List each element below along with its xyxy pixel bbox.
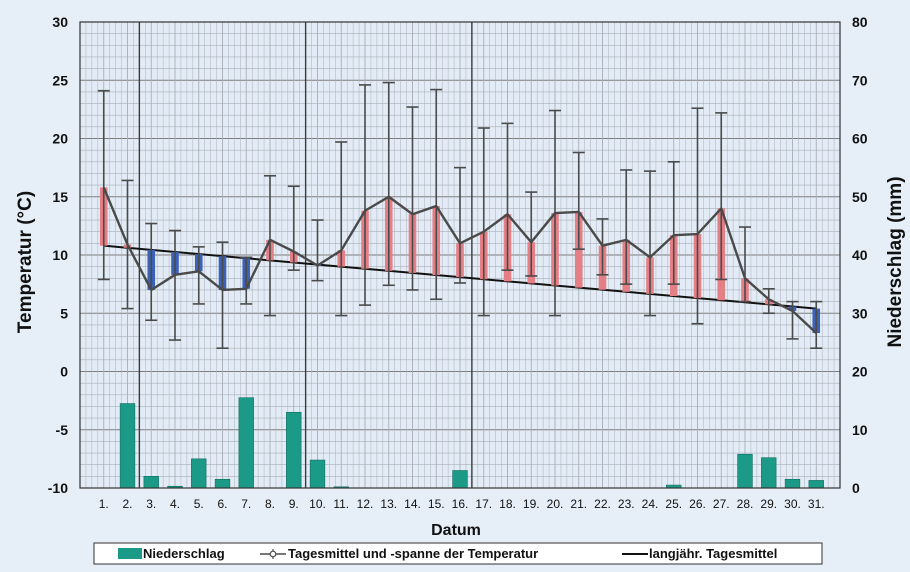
y-right-tick-label: 80: [852, 14, 868, 30]
precip-bar: [737, 453, 753, 489]
precipitation-bars: [119, 397, 824, 489]
x-tick-label: 7.: [241, 497, 251, 511]
x-tick-label: 10.: [309, 497, 326, 511]
y-right-tick-label: 0: [852, 480, 860, 496]
x-tick-label: 23.: [618, 497, 635, 511]
y-left-tick-label: -10: [48, 480, 68, 496]
y-left-tick-label: 5: [60, 305, 68, 321]
precip-bar: [286, 411, 302, 489]
x-tick-label: 3.: [146, 497, 156, 511]
x-tick-label: 28.: [737, 497, 754, 511]
x-axis-label: Datum: [431, 522, 481, 539]
x-tick-label: 31.: [808, 497, 825, 511]
y-left-tick-label: -5: [56, 422, 69, 438]
week-dividers: [138, 22, 473, 488]
y-left-tick-label: 0: [60, 364, 68, 380]
y-right-tick-label: 10: [852, 422, 868, 438]
precip-bar: [214, 478, 231, 489]
x-tick-label: 26.: [689, 497, 706, 511]
y-axis-left-label: Temperatur (°C): [15, 191, 36, 333]
x-tick-label: 20.: [547, 497, 564, 511]
legend-precip-label: Niederschlag: [143, 546, 225, 561]
legend-temp-marker-icon: [269, 550, 277, 558]
x-tick-label: 30.: [784, 497, 801, 511]
precip-bar: [761, 457, 777, 489]
y-right-tick-label: 30: [852, 305, 868, 321]
y-right-tick-label: 70: [852, 72, 868, 88]
daily-mean-line: [102, 186, 818, 334]
precip-bar: [309, 459, 326, 489]
y-right-tick-label: 40: [852, 247, 868, 263]
x-tick-label: 1.: [99, 497, 109, 511]
x-tick-label: 2.: [122, 497, 132, 511]
y-left-tick-label: 20: [52, 131, 68, 147]
x-tick-label: 25.: [665, 497, 682, 511]
precip-bar: [119, 403, 136, 489]
y-left-tick-label: 30: [52, 14, 68, 30]
x-tick-label: 24.: [642, 497, 659, 511]
legend: Niederschlag Tagesmittel und -spanne der…: [93, 542, 823, 565]
precip-bar: [191, 458, 207, 489]
x-tick-label: 29.: [760, 497, 777, 511]
x-tick-label: 19.: [523, 497, 540, 511]
x-tick-label: 11.: [333, 497, 349, 511]
y-left-tick-label: 15: [52, 189, 68, 205]
plot-frame: [79, 21, 841, 489]
precip-bar: [143, 476, 159, 489]
y-right-tick-label: 20: [852, 364, 868, 380]
x-tick-label: 12.: [357, 497, 374, 511]
y-right-tick-label: 60: [852, 131, 868, 147]
x-tick-label: 15.: [428, 497, 445, 511]
x-tick-label: 14.: [404, 497, 421, 511]
x-tick-label: 13.: [380, 497, 397, 511]
x-tick-label: 16.: [452, 497, 469, 511]
precip-bar: [784, 478, 801, 489]
legend-longterm-label: langjähr. Tagesmittel: [649, 546, 777, 561]
x-tick-label: 21.: [570, 497, 587, 511]
x-tick-label: 22.: [594, 497, 611, 511]
y-left-tick-label: 10: [52, 247, 68, 263]
temperature-error-bars: [97, 81, 823, 350]
y-left-tick-label: 25: [52, 72, 68, 88]
precip-bar: [452, 470, 468, 489]
x-tick-label: 18.: [499, 497, 516, 511]
y-axis-right-label: Niederschlag (mm): [885, 176, 906, 347]
daily-mean-line-group: [102, 186, 818, 334]
plot-border: [79, 21, 841, 489]
x-tick-label: 27.: [713, 497, 730, 511]
precip-bar: [238, 397, 254, 489]
legend-frame: [93, 542, 823, 565]
legend-temp-label: Tagesmittel und -spanne der Temperatur: [288, 546, 538, 561]
legend-precip-swatch: [118, 548, 142, 559]
x-tick-label: 4.: [170, 497, 180, 511]
precip-bar: [808, 480, 824, 489]
x-tick-label: 6.: [217, 497, 227, 511]
x-tick-label: 9.: [289, 497, 299, 511]
x-tick-label: 8.: [265, 497, 275, 511]
y-right-tick-label: 50: [852, 189, 868, 205]
x-tick-label: 17.: [475, 497, 492, 511]
x-tick-label: 5.: [194, 497, 204, 511]
